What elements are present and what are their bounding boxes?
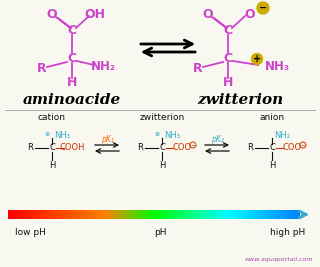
Text: NH₃: NH₃ [265, 60, 290, 73]
Text: OH: OH [84, 7, 106, 21]
Text: COO: COO [283, 143, 301, 152]
Text: C: C [68, 23, 76, 37]
Text: cation: cation [38, 113, 66, 123]
Text: C: C [269, 143, 275, 152]
Text: H: H [49, 160, 55, 170]
Circle shape [252, 53, 262, 65]
Text: H: H [223, 76, 233, 88]
Text: zwitterion: zwitterion [140, 113, 185, 123]
Text: ⊕: ⊕ [44, 132, 50, 138]
Text: O: O [203, 7, 213, 21]
Text: anion: anion [260, 113, 284, 123]
Text: R: R [247, 143, 253, 152]
Text: aminoacide: aminoacide [23, 93, 121, 107]
Text: O: O [47, 7, 57, 21]
Text: pH: pH [154, 228, 166, 237]
Text: O: O [245, 7, 255, 21]
Text: COOH: COOH [59, 143, 85, 152]
Text: R: R [137, 143, 143, 152]
Text: C: C [49, 143, 55, 152]
Text: R: R [193, 61, 203, 74]
Text: NH₃: NH₃ [54, 131, 70, 139]
Text: ⊕: ⊕ [154, 132, 160, 138]
Text: C: C [68, 52, 76, 65]
Text: www.aquaportail.com: www.aquaportail.com [244, 257, 313, 262]
Text: C: C [223, 52, 233, 65]
Text: NH₂: NH₂ [91, 60, 116, 73]
Text: H: H [269, 160, 275, 170]
Text: high pH: high pH [270, 228, 305, 237]
Text: C: C [159, 143, 165, 152]
Circle shape [257, 2, 269, 14]
Text: R: R [37, 61, 47, 74]
Text: pK₂: pK₂ [211, 135, 223, 144]
Text: H: H [67, 76, 77, 88]
Text: COO: COO [172, 143, 192, 152]
Text: H: H [159, 160, 165, 170]
Text: +: + [253, 54, 261, 64]
Text: zwitterion: zwitterion [197, 93, 283, 107]
Text: R: R [27, 143, 33, 152]
Text: NH₃: NH₃ [164, 131, 180, 139]
Text: NH₂: NH₂ [274, 131, 290, 139]
Text: −: − [191, 143, 195, 147]
Text: −: − [259, 3, 267, 13]
Text: low pH: low pH [15, 228, 46, 237]
Text: −: − [301, 143, 305, 147]
Text: pK₁: pK₁ [100, 135, 113, 144]
Text: C: C [223, 23, 233, 37]
